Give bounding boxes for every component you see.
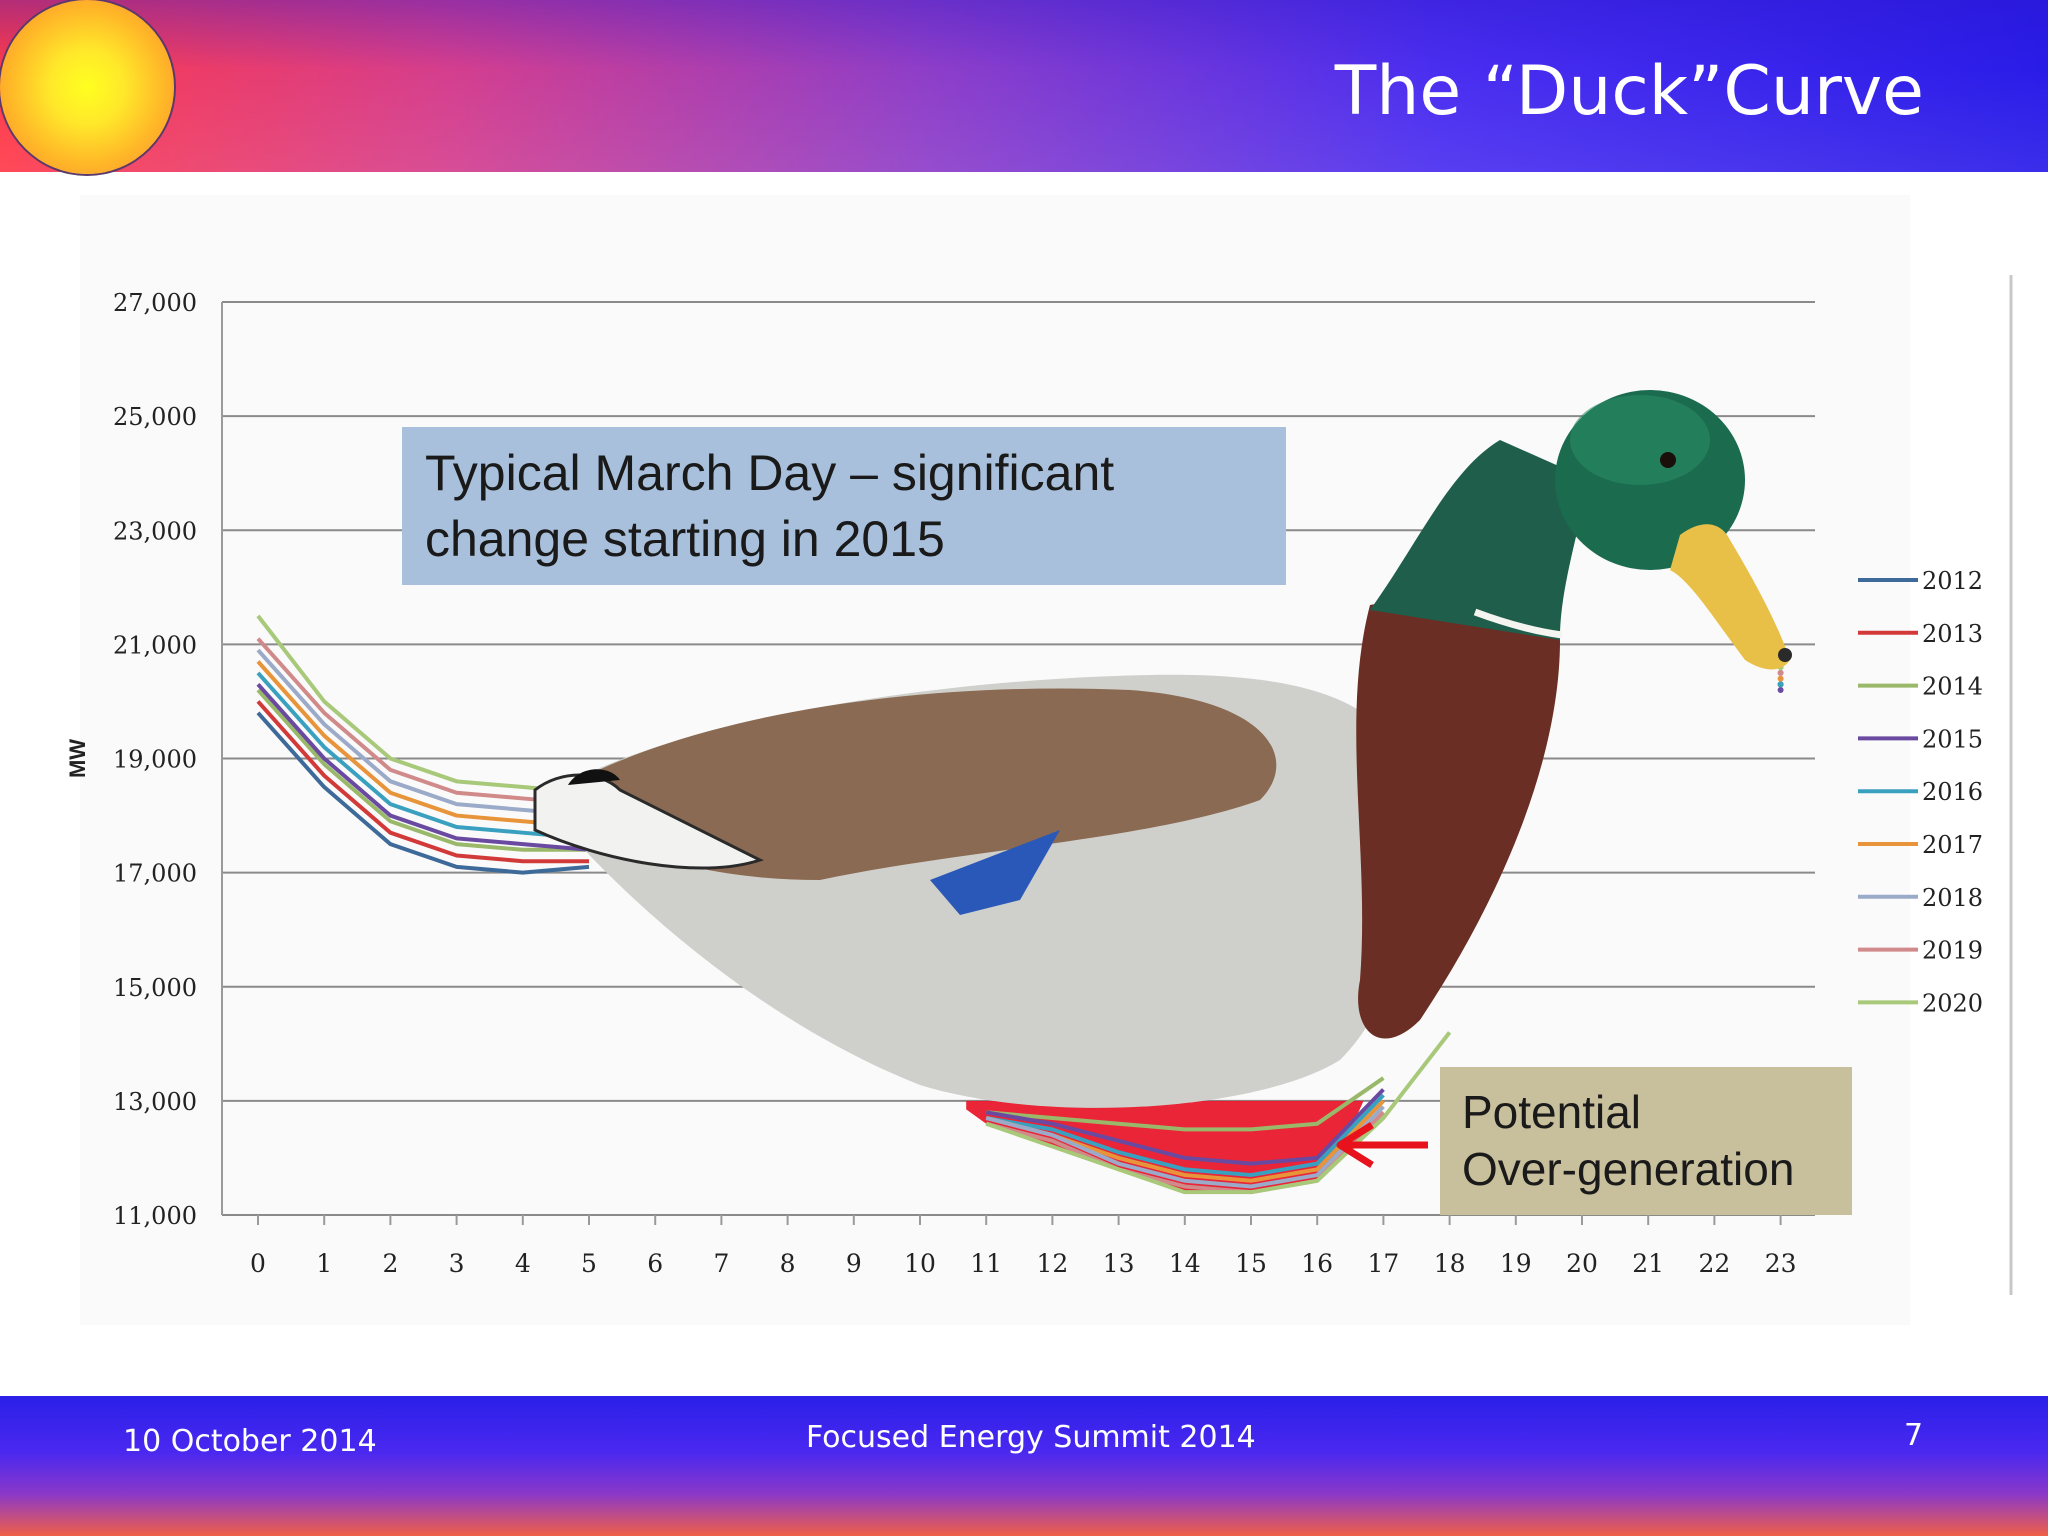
legend-label: 2018	[1922, 884, 1983, 912]
series-point-2016	[1777, 681, 1784, 688]
x-tick-label: 23	[1765, 1249, 1797, 1278]
duck-tail-curl	[568, 769, 620, 785]
x-tick-label: 12	[1036, 1249, 1068, 1278]
x-tick-label: 8	[780, 1249, 796, 1278]
legend-label: 2015	[1922, 725, 1983, 753]
duck-curve-chart: 11,000 13,000 15,000 17,000 19,000 21,000 23,0…	[65, 195, 2013, 1325]
x-tick-label: 17	[1367, 1249, 1399, 1278]
x-tick-label: 9	[846, 1249, 862, 1278]
duck-bill-tip	[1778, 648, 1792, 662]
x-tick-label: 16	[1301, 1249, 1333, 1278]
x-tick-label: 2	[382, 1249, 398, 1278]
x-tick-label: 1	[316, 1249, 332, 1278]
annotation-box-overgen	[1440, 1067, 1852, 1215]
series-line-2016	[985, 1093, 1385, 1178]
x-tick-label: 13	[1103, 1249, 1135, 1278]
footer-event: Focused Energy Summit 2014	[806, 1420, 1256, 1455]
series-line-2014	[256, 688, 589, 852]
legend-label: 2019	[1922, 937, 1983, 965]
x-tick-label: 10	[904, 1249, 936, 1278]
y-tick-label: 23,000	[113, 517, 197, 545]
series-line-2014	[986, 1076, 1385, 1132]
annotation-text-typical-line2: change starting in 2015	[425, 511, 945, 567]
x-tick-label: 7	[713, 1249, 729, 1278]
legend-label: 2016	[1922, 778, 1983, 806]
y-tick-label: 17,000	[113, 860, 197, 888]
legend-label: 2020	[1922, 989, 1983, 1017]
annotation-text-typical-line1: Typical March Day – significant	[425, 445, 1114, 501]
y-tick-label: 13,000	[113, 1088, 197, 1116]
series-line-2020	[256, 614, 590, 795]
y-axis-label: MW	[65, 739, 90, 778]
duck-wing	[560, 688, 1277, 880]
duck-illustration-icon	[533, 390, 1792, 1108]
series-line-2015	[985, 1088, 1385, 1166]
duck-head-sheen	[1570, 395, 1710, 485]
series-line-2016	[256, 671, 590, 841]
x-tick-label: 22	[1698, 1249, 1730, 1278]
x-tick-label: 4	[515, 1249, 531, 1278]
series-point-2015	[1777, 687, 1784, 694]
page-number: 7	[1904, 1418, 1924, 1453]
sun-logo-icon	[0, 0, 174, 174]
slide-title: The “Duck”Curve	[1334, 52, 1924, 131]
y-tick-label: 19,000	[113, 746, 197, 774]
duck-eye	[1660, 452, 1676, 468]
x-tick-label: 20	[1566, 1249, 1598, 1278]
annotation-text-overgen-line1: Potential	[1462, 1086, 1641, 1138]
slide-footer	[0, 1396, 2048, 1536]
duck-chest	[1356, 598, 1560, 1039]
x-tick-label: 11	[970, 1249, 1002, 1278]
y-tick-label: 21,000	[113, 631, 197, 659]
duck-neck	[1370, 440, 1590, 640]
footer-date: 10 October 2014	[123, 1424, 377, 1459]
annotation-box-typical	[402, 427, 1286, 585]
x-tick-label: 15	[1235, 1249, 1267, 1278]
series-point-2019	[1777, 669, 1784, 676]
x-tick-label: 18	[1434, 1249, 1466, 1278]
y-tick-label: 27,000	[113, 289, 197, 317]
duck-bill	[1670, 524, 1790, 670]
legend-label: 2012	[1922, 567, 1983, 595]
over-generation-area	[966, 1100, 1364, 1193]
legend-label: 2013	[1922, 620, 1983, 648]
y-tick-label: 15,000	[113, 974, 197, 1002]
x-tick-label: 14	[1169, 1249, 1201, 1278]
duck-speculum	[930, 830, 1060, 915]
legend-label: 2017	[1922, 831, 1983, 859]
series-line-2013	[256, 700, 589, 864]
slide-header	[0, 0, 2048, 172]
x-tick-label: 19	[1500, 1249, 1532, 1278]
series-line-2018	[985, 1105, 1385, 1189]
x-tick-label: 21	[1632, 1249, 1664, 1278]
y-tick-label: 11,000	[113, 1202, 197, 1230]
arrow-head-icon	[1336, 1122, 1374, 1168]
legend-label: 2014	[1922, 673, 1983, 701]
x-tick-label: 6	[647, 1249, 663, 1278]
x-tick-label: 3	[449, 1249, 465, 1278]
series-line-2015	[256, 682, 590, 852]
annotation-text-overgen-line2: Over-generation	[1462, 1143, 1794, 1195]
series-point-2017	[1777, 675, 1784, 682]
duck-collar	[1473, 608, 1563, 639]
duck-tail	[533, 773, 764, 870]
series-line-2012	[256, 711, 590, 875]
y-tick-label: 25,000	[113, 403, 197, 431]
x-tick-label: 5	[581, 1249, 597, 1278]
x-tick-label: 0	[250, 1249, 266, 1278]
